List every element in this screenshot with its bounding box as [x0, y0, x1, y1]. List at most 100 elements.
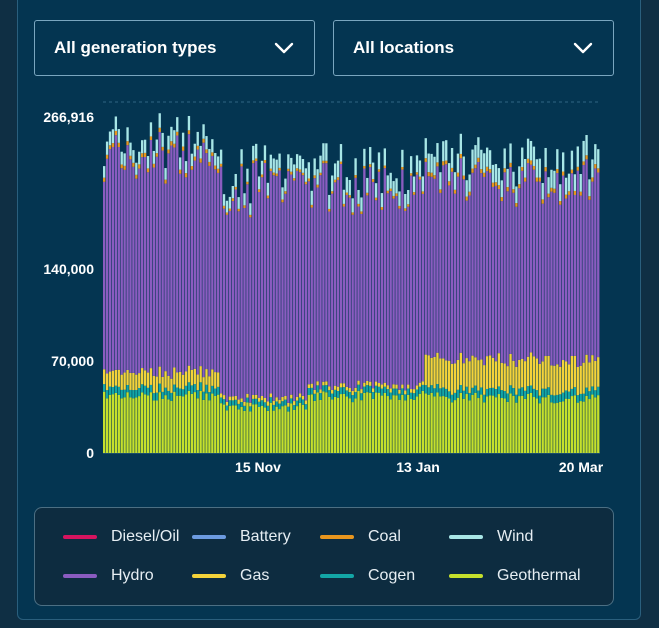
bar-segment-cogen — [269, 397, 272, 403]
bar-segment-hydro — [272, 175, 275, 401]
bar-segment-hydro — [164, 183, 167, 372]
bar-segment-wind — [462, 156, 465, 176]
generation-type-dropdown[interactable]: All generation types — [34, 20, 315, 76]
bar-segment-geothermal — [398, 399, 401, 453]
legend-item-coal[interactable]: Coal — [320, 528, 401, 546]
bar-segment-hydro — [485, 171, 489, 357]
legend-item-geothermal[interactable]: Geothermal — [449, 567, 581, 585]
bar-segment-gas — [535, 358, 539, 391]
bar-segment-cogen — [132, 390, 135, 399]
bar-segment-wind — [158, 113, 161, 128]
bar-segment-gas — [164, 371, 167, 388]
bar-segment-coal — [480, 169, 483, 174]
y-tick-label: 266,916 — [43, 109, 94, 125]
bar-segment-hydro — [404, 210, 407, 391]
bar-segment-hydro — [316, 187, 319, 382]
bar-segment-gas — [199, 366, 202, 383]
bar-segment-coal — [521, 167, 524, 171]
legend-item-cogen[interactable]: Cogen — [320, 567, 415, 585]
bar-segment-wind — [257, 176, 261, 190]
legend-item-battery[interactable]: Battery — [192, 528, 291, 546]
bar-segment-hydro — [401, 169, 404, 385]
bar-segment-gas — [158, 366, 161, 384]
bar-segment-coal — [380, 207, 384, 210]
bar-segment-hydro — [360, 213, 363, 390]
bar-segment-coal — [149, 136, 153, 141]
bar-segment-cogen — [480, 387, 483, 395]
bar-segment-geothermal — [348, 398, 351, 453]
bar-segment-gas — [553, 365, 556, 396]
bar-segment-hydro — [392, 198, 395, 385]
bar-segment-gas — [526, 356, 530, 387]
bar-segment-cogen — [576, 395, 579, 403]
bar-segment-wind — [167, 135, 170, 150]
bar-segment-hydro — [588, 199, 591, 363]
bar-segment-coal — [202, 138, 205, 143]
bar-segment-coal — [143, 152, 147, 157]
bar-segment-wind — [211, 139, 214, 153]
bar-segment-gas — [570, 355, 574, 389]
bar-segment-cogen — [488, 387, 492, 396]
bar-segment-coal — [114, 130, 118, 136]
chevron-down-icon — [573, 42, 593, 54]
legend-item-gas[interactable]: Gas — [192, 567, 269, 585]
bar-segment-geothermal — [579, 401, 582, 453]
y-tick-label: 70,000 — [51, 353, 94, 369]
bar-segment-coal — [196, 145, 199, 150]
bar-segment-coal — [161, 146, 164, 151]
bar-segment-wind — [573, 174, 577, 191]
legend-item-wind[interactable]: Wind — [449, 528, 533, 546]
bar-segment-gas — [167, 375, 170, 391]
bar-segment-coal — [439, 189, 442, 193]
bar-segment-wind — [284, 178, 287, 192]
bar-segment-wind — [237, 197, 240, 209]
bar-segment-coal — [339, 161, 343, 165]
bar-segment-geothermal — [480, 394, 483, 453]
bar-segment-coal — [468, 191, 471, 196]
bar-segment-geothermal — [547, 394, 550, 453]
bar-segment-gas — [345, 386, 348, 391]
bar-segment-hydro — [421, 193, 424, 382]
bar-segment-gas — [328, 386, 331, 391]
bar-segment-wind — [392, 181, 395, 196]
bar-segment-geothermal — [559, 402, 562, 453]
bar-segment-hydro — [488, 172, 492, 356]
bar-segment-wind — [272, 158, 275, 173]
bar-segment-coal — [176, 131, 179, 136]
bar-segment-cogen — [208, 392, 211, 401]
bar-segment-hydro — [483, 176, 486, 366]
bar-segment-hydro — [532, 169, 536, 357]
bar-segment-gas — [202, 377, 205, 392]
bar-segment-wind — [427, 153, 430, 173]
bar-segment-cogen — [547, 387, 550, 395]
bar-segment-coal — [377, 169, 381, 172]
bar-segment-wind — [196, 131, 199, 146]
bar-segment-geothermal — [187, 390, 191, 453]
legend-item-diesel-oil[interactable]: Diesel/Oil — [63, 528, 179, 546]
bar-segment-hydro — [474, 168, 477, 358]
bar-segment-coal — [506, 187, 509, 192]
bar-segment-hydro — [231, 201, 234, 397]
bar-segment-hydro — [579, 195, 582, 366]
bar-segment-gas — [412, 389, 416, 394]
bar-segment-geothermal — [284, 405, 287, 453]
bar-segment-geothermal — [143, 394, 147, 453]
bar-segment-geothermal — [193, 392, 196, 453]
bar-segment-coal — [278, 167, 281, 171]
legend-label: Geothermal — [497, 567, 581, 584]
bar-segment-gas — [576, 366, 579, 396]
bar-segment-cogen — [333, 389, 337, 397]
location-dropdown[interactable]: All locations — [333, 20, 614, 76]
bar-segment-geothermal — [342, 393, 346, 453]
bar-segment-geothermal — [184, 394, 188, 453]
bar-segment-cogen — [421, 384, 424, 391]
legend-item-hydro[interactable]: Hydro — [63, 567, 154, 585]
bar-segment-cogen — [456, 389, 460, 398]
bar-segment-geothermal — [529, 392, 533, 453]
bar-segment-cogen — [585, 387, 588, 396]
legend-swatch — [449, 574, 483, 578]
bar-segment-coal — [269, 168, 272, 172]
bar-segment-hydro — [541, 203, 544, 362]
bar-segment-wind — [260, 160, 264, 175]
bar-segment-cogen — [225, 405, 229, 411]
